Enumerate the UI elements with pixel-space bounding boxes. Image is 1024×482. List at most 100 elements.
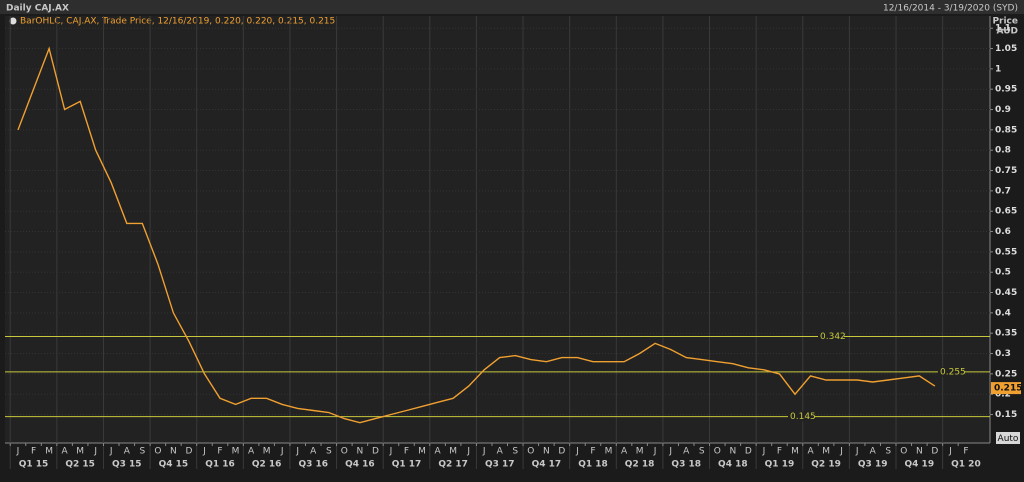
x-tick-label: A — [497, 447, 504, 457]
x-tick-label: S — [885, 447, 891, 457]
last-price-box — [991, 382, 1021, 395]
x-tick-label: J — [295, 447, 299, 457]
x-tick-label: M — [232, 447, 240, 457]
x-tick-label: J — [839, 447, 843, 457]
y-axis-title: Price — [992, 17, 1018, 27]
quarter-label: Q1 17 — [392, 460, 422, 470]
x-tick-label: N — [543, 447, 550, 457]
date-range: 12/16/2014 - 3/19/2020 (SYD) — [883, 4, 1018, 14]
quarter-label: Q3 15 — [112, 460, 142, 470]
quarter-label: Q1 15 — [19, 460, 49, 470]
x-tick-label: S — [326, 447, 332, 457]
x-tick-label: M — [791, 447, 799, 457]
quarter-label: Q3 16 — [298, 460, 328, 470]
y-tick-label: 0.35 — [995, 329, 1017, 339]
x-tick-label: J — [389, 447, 393, 457]
level-label: 0.342 — [820, 332, 846, 342]
y-axis-unit: AUD — [997, 27, 1018, 37]
quarter-label: Q2 16 — [252, 460, 282, 470]
y-tick-label: 1 — [995, 64, 1001, 74]
x-tick-label: F — [31, 447, 36, 457]
x-tick-label: D — [372, 447, 379, 457]
y-tick-label: 0.25 — [995, 369, 1017, 379]
x-tick-label: F — [217, 447, 222, 457]
y-tick-label: 0.45 — [995, 288, 1017, 298]
quarter-label: Q2 15 — [65, 460, 95, 470]
x-tick-label: J — [668, 447, 672, 457]
x-tick-label: O — [900, 447, 907, 457]
x-tick-label: A — [62, 447, 69, 457]
x-tick-label: A — [248, 447, 255, 457]
quarter-label: Q1 16 — [205, 460, 235, 470]
x-tick-label: O — [341, 447, 348, 457]
x-tick-label: A — [621, 447, 628, 457]
x-tick-label: O — [154, 447, 161, 457]
y-tick-label: 0.15 — [995, 410, 1017, 420]
x-tick-label: J — [948, 447, 952, 457]
x-tick-label: F — [777, 447, 782, 457]
x-tick-label: A — [310, 447, 317, 457]
y-tick-label: 0.65 — [995, 207, 1017, 217]
quarter-label: Q3 18 — [671, 460, 701, 470]
x-tick-label: D — [558, 447, 565, 457]
x-tick-label: J — [482, 447, 486, 457]
y-tick-label: 1.05 — [995, 44, 1017, 54]
legend-entry: BarOHLC, CAJ.AX, Trade Price, 12/16/2019… — [20, 17, 335, 27]
x-tick-label: N — [357, 447, 364, 457]
legend-icon[interactable] — [9, 17, 17, 25]
x-tick-label: M — [263, 447, 271, 457]
auto-button-label[interactable]: Auto — [998, 434, 1019, 444]
level-label-bg — [788, 411, 814, 422]
x-tick-label: M — [822, 447, 830, 457]
quarter-label: Q3 19 — [858, 460, 888, 470]
quarter-label: Q2 19 — [811, 460, 841, 470]
quarter-label: Q4 18 — [718, 460, 748, 470]
x-tick-label: M — [76, 447, 84, 457]
quarter-label: Q4 17 — [532, 460, 562, 470]
x-tick-label: J — [202, 447, 206, 457]
quarter-label: Q2 17 — [438, 460, 468, 470]
quarter-label: Q4 16 — [345, 460, 375, 470]
x-tick-label: S — [699, 447, 705, 457]
x-tick-label: A — [124, 447, 131, 457]
x-tick-label: D — [931, 447, 938, 457]
x-tick-label: J — [280, 447, 284, 457]
y-tick-label: 0.9 — [995, 105, 1011, 115]
x-tick-label: M — [45, 447, 53, 457]
auto-button[interactable] — [996, 432, 1020, 444]
x-tick-label: S — [512, 447, 518, 457]
x-tick-label: N — [170, 447, 177, 457]
y-tick-label: 0.3 — [995, 349, 1011, 359]
x-tick-label: A — [434, 447, 441, 457]
y-tick-label: 0.2 — [995, 390, 1011, 400]
x-tick-label: J — [762, 447, 766, 457]
y-tick-label: 0.85 — [995, 125, 1017, 135]
title-bar — [0, 0, 1024, 14]
x-tick-label: J — [109, 447, 113, 457]
y-tick-label: 0.5 — [995, 268, 1011, 278]
quarter-label: Q1 18 — [578, 460, 608, 470]
x-tick-label: D — [745, 447, 752, 457]
y-tick-label: 0.75 — [995, 166, 1017, 176]
x-tick-label: N — [729, 447, 736, 457]
y-tick-label: 0.6 — [995, 227, 1011, 237]
x-tick-label: J — [93, 447, 97, 457]
x-tick-label: A — [807, 447, 814, 457]
quarter-label: Q2 18 — [625, 460, 655, 470]
price-line — [17, 46, 936, 424]
quarter-label: Q1 20 — [951, 460, 981, 470]
plot-area — [5, 16, 990, 443]
y-tick-label: 0.8 — [995, 146, 1011, 156]
x-tick-label: J — [653, 447, 657, 457]
y-tick-label: 1.1 — [995, 24, 1011, 34]
quarter-label: Q3 17 — [485, 460, 515, 470]
quarter-label: Q4 15 — [159, 460, 189, 470]
level-label: 0.145 — [790, 412, 816, 422]
y-tick-label: 0.7 — [995, 186, 1011, 196]
x-tick-label: S — [139, 447, 145, 457]
x-tick-label: M — [418, 447, 426, 457]
level-label-bg — [818, 331, 844, 342]
x-tick-label: D — [185, 447, 192, 457]
x-tick-label: F — [590, 447, 595, 457]
